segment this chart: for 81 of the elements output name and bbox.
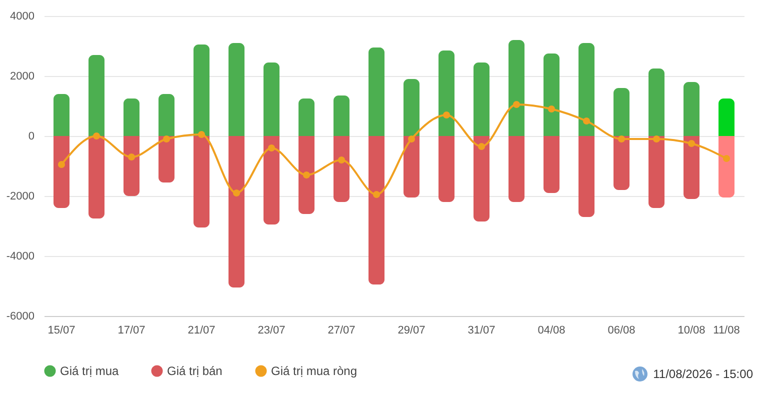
y-tick-label: 4000 <box>10 10 34 22</box>
bar <box>298 136 314 214</box>
bar <box>544 136 560 193</box>
legend-label: Giá trị mua <box>60 364 120 378</box>
bar <box>228 136 244 288</box>
y-tick-label: -4000 <box>6 250 34 262</box>
y-tick-label: 0 <box>28 130 34 142</box>
bar <box>264 62 280 136</box>
x-tick-label: 04/08 <box>538 324 566 336</box>
bar <box>578 136 594 217</box>
x-tick-label: 29/07 <box>398 324 426 336</box>
point <box>722 154 730 162</box>
bar <box>334 96 350 136</box>
bar <box>718 98 734 136</box>
point <box>408 135 416 143</box>
bar <box>88 136 104 218</box>
point <box>652 135 660 143</box>
point <box>372 190 380 198</box>
x-tick-label: 06/08 <box>608 324 636 336</box>
point <box>268 144 276 152</box>
point <box>442 111 450 119</box>
bar <box>684 82 700 136</box>
point <box>478 142 486 150</box>
bar <box>578 43 594 136</box>
bar <box>194 136 210 228</box>
x-tick-label: 21/07 <box>188 324 216 336</box>
bar <box>228 43 244 136</box>
bar <box>438 136 454 202</box>
bar <box>474 62 490 136</box>
x-tick-label: 31/07 <box>468 324 496 336</box>
bar <box>124 136 140 196</box>
bar <box>158 94 174 136</box>
x-tick-label: 23/07 <box>258 324 286 336</box>
bar <box>614 88 630 136</box>
bar <box>368 136 384 284</box>
bar <box>54 94 70 136</box>
bar <box>404 136 420 198</box>
point <box>128 153 136 161</box>
point <box>688 140 696 148</box>
point <box>582 117 590 125</box>
bar <box>264 136 280 224</box>
bar <box>648 136 664 208</box>
y-tick-label: -2000 <box>6 190 34 202</box>
point <box>58 160 66 168</box>
point <box>548 105 556 113</box>
bar <box>88 55 104 136</box>
point <box>618 135 626 143</box>
bar <box>614 136 630 190</box>
bar <box>508 136 524 202</box>
point <box>232 189 240 197</box>
point <box>338 156 346 164</box>
point <box>512 100 520 108</box>
bar <box>124 98 140 136</box>
bar <box>508 40 524 136</box>
bar <box>684 136 700 199</box>
legend-label: Giá trị bán <box>167 364 222 378</box>
bar <box>54 136 70 208</box>
bar <box>438 50 454 136</box>
bar <box>334 136 350 202</box>
y-tick-label: 2000 <box>10 70 34 82</box>
x-tick-label: 17/07 <box>118 324 146 336</box>
legend-label: Giá trị mua ròng <box>271 364 358 378</box>
bar <box>158 136 174 182</box>
x-tick-label: 10/08 <box>678 324 706 336</box>
point <box>302 171 310 179</box>
x-tick-label: 15/07 <box>48 324 76 336</box>
bar <box>404 79 420 136</box>
bar <box>648 68 664 136</box>
y-tick-label: -6000 <box>6 310 34 322</box>
point <box>162 135 170 143</box>
bar <box>194 44 210 136</box>
x-tick-label: 27/07 <box>328 324 356 336</box>
text: 11/08/2026 - 15:00 <box>653 367 753 381</box>
bar <box>368 48 384 136</box>
x-tick-label: 11/08 <box>713 324 740 336</box>
bar <box>718 136 734 198</box>
bar <box>298 98 314 136</box>
point <box>198 130 206 138</box>
bar <box>544 54 560 136</box>
bar <box>474 136 490 222</box>
point <box>92 132 100 140</box>
